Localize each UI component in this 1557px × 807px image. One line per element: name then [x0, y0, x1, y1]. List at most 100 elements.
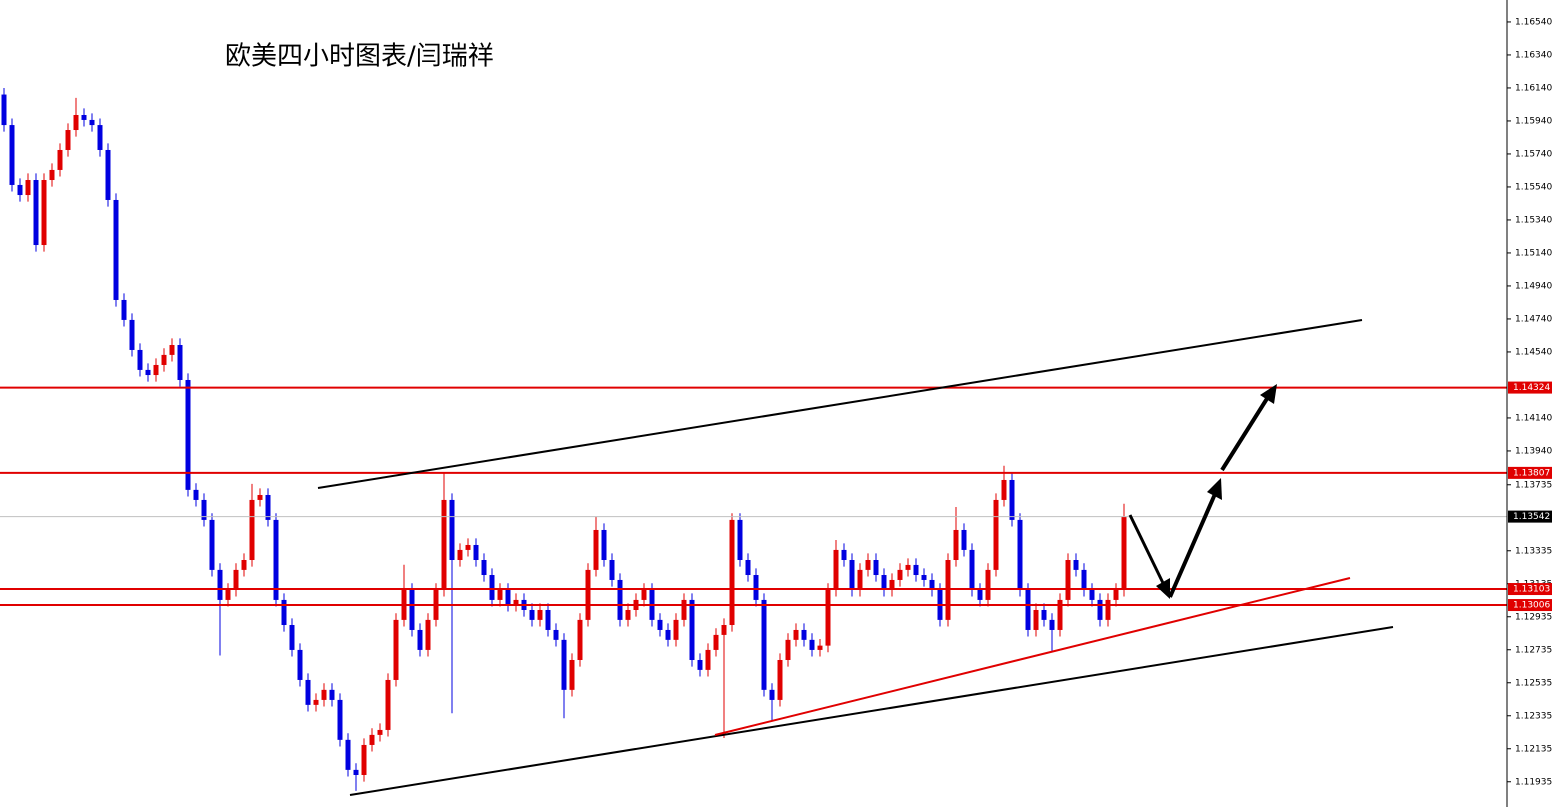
- candle-body: [249, 499, 255, 560]
- candle-body: [921, 575, 927, 580]
- candle-body: [601, 529, 607, 560]
- candle-body: [481, 559, 487, 576]
- candle-body: [1009, 479, 1015, 520]
- candle-body: [1, 94, 7, 126]
- candle-body: [593, 529, 599, 570]
- candle-body: [17, 184, 23, 196]
- candle-body: [49, 169, 55, 181]
- candle-body: [873, 559, 879, 576]
- y-tick-label: 1.15940: [1515, 116, 1552, 126]
- candle-body: [569, 659, 575, 690]
- candle-body: [1105, 599, 1111, 620]
- candle-body: [233, 569, 239, 590]
- y-tick-label: 1.12935: [1515, 612, 1552, 622]
- arrow-head: [1260, 384, 1277, 404]
- candle-body: [185, 379, 191, 490]
- y-tick-label: 1.16540: [1515, 17, 1552, 27]
- candle-body: [1121, 516, 1127, 590]
- candle-body: [841, 549, 847, 560]
- candle-body: [129, 319, 135, 350]
- level-box: [1508, 599, 1552, 612]
- candle-body: [385, 679, 391, 730]
- candle-body: [201, 499, 207, 520]
- candle-body: [505, 589, 511, 605]
- candle-body: [241, 559, 247, 570]
- candle-body: [1001, 479, 1007, 500]
- y-tick-label: 1.12335: [1515, 711, 1552, 721]
- candle-body: [1017, 519, 1023, 590]
- candle-body: [305, 679, 311, 705]
- candle-body: [409, 589, 415, 630]
- candle-body: [1073, 559, 1079, 570]
- candle-body: [393, 619, 399, 680]
- candle-body: [817, 645, 823, 650]
- candle-body: [441, 499, 447, 590]
- candle-body: [113, 199, 119, 300]
- candle-body: [417, 629, 423, 650]
- candle-body: [465, 544, 471, 550]
- level-box: [1508, 466, 1552, 479]
- candle-body: [825, 589, 831, 646]
- candle-body: [361, 744, 367, 775]
- plot-area: [0, 87, 1507, 791]
- y-axis-labels: 1.16540 1.16340 1.16140 1.15940 1.15740 1.155…: [1507, 17, 1552, 787]
- arrow: [1168, 493, 1217, 598]
- candle-body: [897, 569, 903, 580]
- y-tick-label: 1.13735: [1515, 480, 1552, 490]
- y-tick-label: 1.12535: [1515, 678, 1552, 688]
- candle-body: [369, 734, 375, 745]
- candle-body: [1089, 589, 1095, 600]
- candle-body: [81, 115, 87, 120]
- candle-body: [329, 689, 335, 700]
- level-label: 1.13807: [1513, 468, 1550, 478]
- y-tick-label: 1.13335: [1515, 546, 1552, 556]
- annotations: [317, 319, 1394, 796]
- candle-body: [297, 649, 303, 680]
- y-tick-label: 1.16340: [1515, 50, 1552, 60]
- candle-body: [41, 180, 47, 246]
- candle-body: [961, 529, 967, 550]
- candle-body: [161, 354, 167, 365]
- level-label: 1.13006: [1513, 601, 1550, 611]
- candle-body: [209, 519, 215, 570]
- candle-body: [905, 564, 911, 570]
- y-tick-label: 1.16140: [1515, 83, 1552, 93]
- candle-body: [745, 559, 751, 576]
- y-tick-label: 1.12135: [1515, 744, 1552, 754]
- candle-body: [721, 625, 727, 635]
- candle-body: [513, 599, 519, 605]
- level-box: [1508, 381, 1552, 394]
- y-tick-label: 1.15540: [1515, 182, 1552, 192]
- candle-body: [425, 619, 431, 650]
- current-price-box: [1508, 510, 1552, 523]
- candle-body: [857, 569, 863, 590]
- candle-body: [345, 739, 351, 770]
- candle-body: [889, 579, 895, 590]
- candle-body: [105, 149, 111, 200]
- candle-body: [9, 125, 15, 185]
- candle-body: [97, 125, 103, 150]
- candle-body: [25, 180, 31, 196]
- trend-line: [349, 626, 1394, 796]
- y-tick-label: 1.15740: [1515, 149, 1552, 159]
- candle-body: [169, 345, 175, 355]
- candle-body: [969, 549, 975, 590]
- y-tick-label: 1.15140: [1515, 248, 1552, 258]
- candle-body: [609, 559, 615, 580]
- candle-body: [73, 115, 79, 131]
- candle-body: [1113, 589, 1119, 600]
- y-tick-label: 1.14940: [1515, 281, 1552, 291]
- candle-body: [497, 589, 503, 600]
- candle-body: [713, 634, 719, 650]
- level-label: 1.14324: [1513, 383, 1550, 393]
- candle-body: [801, 629, 807, 640]
- candle-body: [1041, 609, 1047, 620]
- candle-body: [153, 364, 159, 376]
- candle-body: [665, 629, 671, 640]
- candle-body: [257, 494, 263, 500]
- candle-body: [1065, 559, 1071, 600]
- candle-body: [705, 649, 711, 670]
- arrow-head: [1207, 478, 1222, 500]
- candle-body: [489, 575, 495, 600]
- candle-body: [137, 349, 143, 370]
